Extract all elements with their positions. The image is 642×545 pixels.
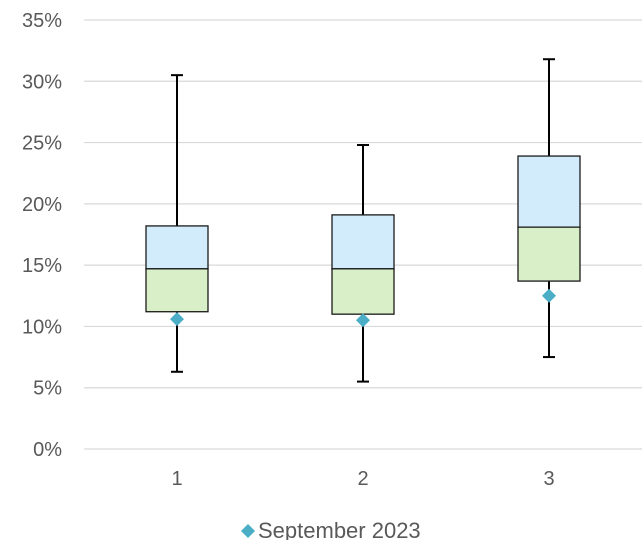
legend-diamond-icon	[241, 524, 255, 538]
y-tick-label: 15%	[22, 255, 62, 277]
lower-box-segment	[331, 268, 395, 315]
y-tick-label: 35%	[22, 10, 62, 32]
y-tick-label: 10%	[22, 316, 62, 338]
y-tick-label: 25%	[22, 133, 62, 155]
legend-label: September 2023	[258, 518, 421, 540]
y-tick-label: 5%	[33, 378, 62, 400]
upper-box-segment	[145, 225, 209, 270]
september-2023-marker	[170, 312, 184, 327]
legend: September 2023	[241, 518, 421, 543]
y-tick-label: 0%	[33, 439, 62, 461]
x-tick-label: 3	[543, 468, 554, 490]
x-axis-tick-labels: 1 2 3	[171, 468, 554, 490]
lower-box-segment	[145, 268, 209, 313]
lower-box-segment	[517, 226, 581, 282]
september-2023-marker	[542, 288, 556, 303]
box-plot-series	[145, 58, 581, 383]
y-axis-tick-labels: 0% 5% 10% 15% 20% 25% 30% 35%	[22, 10, 62, 461]
x-tick-label: 2	[357, 468, 368, 490]
x-tick-label: 1	[171, 468, 182, 490]
y-tick-label: 30%	[22, 71, 62, 93]
upper-box-segment	[331, 214, 395, 270]
september-2023-marker	[356, 313, 370, 328]
september-2023-series	[170, 288, 556, 328]
y-tick-label: 20%	[22, 194, 62, 216]
upper-box-segment	[517, 155, 581, 228]
